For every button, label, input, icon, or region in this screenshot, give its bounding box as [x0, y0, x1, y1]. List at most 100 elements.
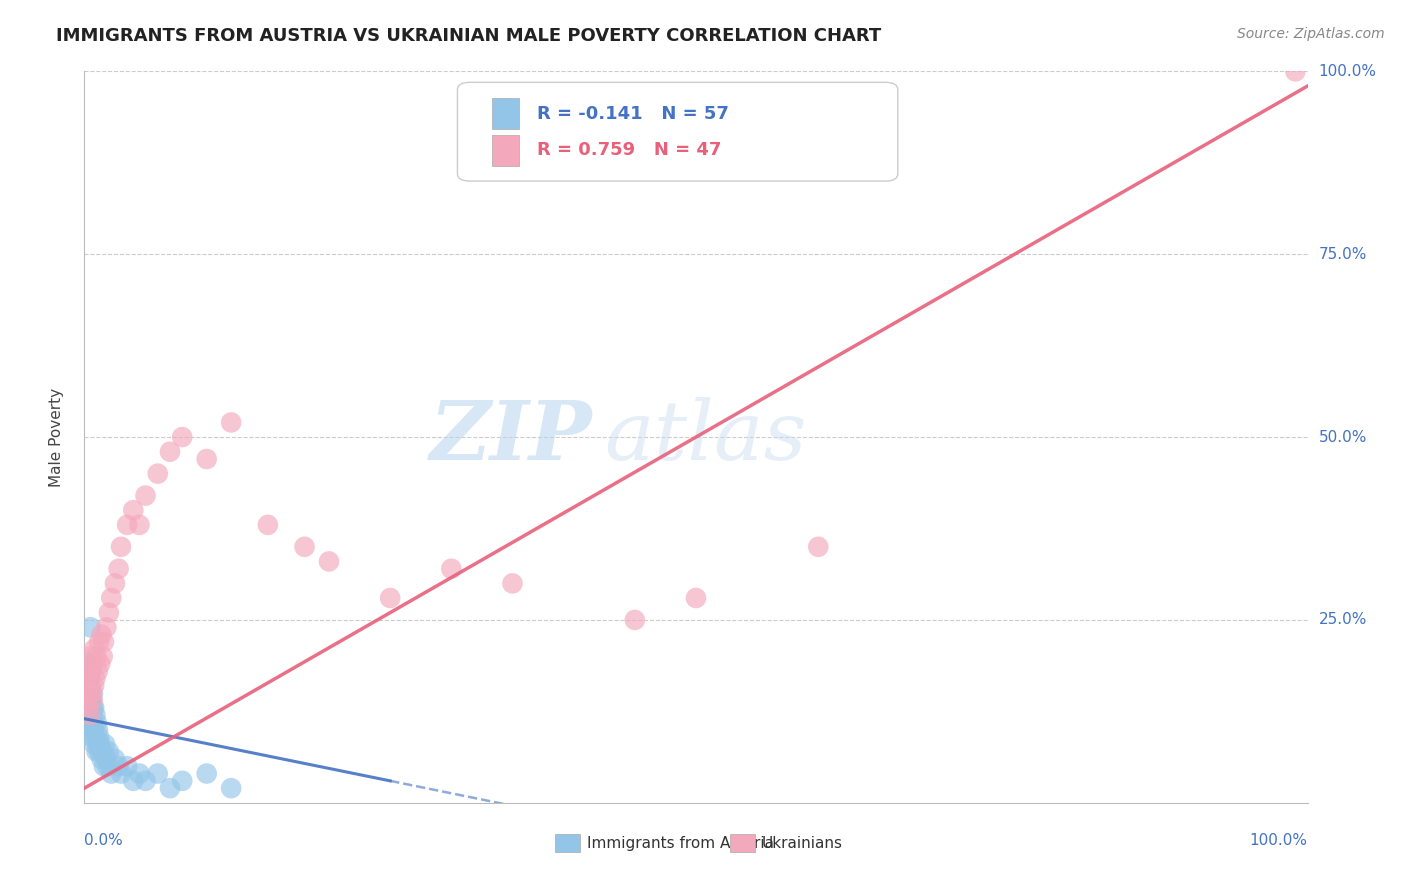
Point: [159, 781, 181, 796]
Point: [685, 591, 707, 605]
Point: [110, 766, 132, 780]
Point: [75, 693, 97, 707]
Point: [128, 517, 150, 532]
Point: [79, 700, 101, 714]
Point: [76, 686, 98, 700]
Point: [83, 700, 105, 714]
Point: [80, 693, 103, 707]
Point: [97, 759, 120, 773]
Point: [77, 686, 100, 700]
Text: atlas: atlas: [605, 397, 807, 477]
FancyBboxPatch shape: [457, 82, 898, 181]
Text: Ukrainians: Ukrainians: [762, 836, 844, 851]
Point: [91, 649, 114, 664]
Point: [122, 773, 145, 788]
Point: [146, 766, 169, 780]
Point: [83, 679, 105, 693]
Point: [89, 737, 111, 751]
Point: [82, 693, 104, 707]
Text: R = -0.141   N = 57: R = -0.141 N = 57: [537, 104, 728, 123]
Point: [115, 759, 138, 773]
Point: [257, 517, 280, 532]
Point: [87, 745, 110, 759]
Point: [122, 503, 145, 517]
Point: [79, 664, 101, 678]
Text: 50.0%: 50.0%: [1319, 430, 1367, 444]
FancyBboxPatch shape: [555, 834, 579, 852]
Point: [79, 679, 101, 693]
Point: [104, 576, 127, 591]
Point: [135, 773, 157, 788]
Text: 75.0%: 75.0%: [1319, 247, 1367, 261]
Point: [82, 700, 104, 714]
Point: [80, 708, 103, 723]
Point: [93, 759, 115, 773]
Point: [807, 540, 830, 554]
Point: [79, 620, 101, 634]
Point: [84, 730, 107, 744]
Point: [172, 430, 194, 444]
Text: 100.0%: 100.0%: [1250, 833, 1308, 848]
Point: [89, 657, 111, 671]
Point: [195, 452, 218, 467]
Point: [97, 745, 120, 759]
Point: [77, 715, 100, 730]
Text: 0.0%: 0.0%: [84, 833, 124, 848]
Point: [77, 679, 100, 693]
Point: [77, 708, 100, 723]
Point: [90, 627, 112, 641]
Point: [87, 730, 110, 744]
Point: [94, 737, 117, 751]
Point: [100, 591, 122, 605]
FancyBboxPatch shape: [730, 834, 755, 852]
Point: [90, 752, 112, 766]
FancyBboxPatch shape: [492, 135, 519, 166]
Point: [87, 635, 110, 649]
Text: Source: ZipAtlas.com: Source: ZipAtlas.com: [1237, 27, 1385, 41]
Point: [195, 766, 218, 780]
Point: [172, 773, 194, 788]
Point: [82, 715, 104, 730]
Point: [107, 759, 129, 773]
Point: [77, 672, 100, 686]
Point: [440, 562, 463, 576]
Point: [1284, 64, 1306, 78]
Point: [77, 686, 100, 700]
Point: [76, 664, 98, 678]
Point: [86, 715, 108, 730]
Point: [77, 664, 100, 678]
Point: [159, 444, 181, 458]
Point: [83, 642, 105, 657]
Point: [128, 766, 150, 780]
Point: [294, 540, 316, 554]
Point: [107, 562, 129, 576]
Point: [79, 649, 101, 664]
Text: IMMIGRANTS FROM AUSTRIA VS UKRAINIAN MALE POVERTY CORRELATION CHART: IMMIGRANTS FROM AUSTRIA VS UKRAINIAN MAL…: [56, 27, 882, 45]
Point: [80, 686, 103, 700]
Point: [76, 679, 98, 693]
Point: [110, 540, 132, 554]
Text: 25.0%: 25.0%: [1319, 613, 1367, 627]
Point: [96, 620, 118, 634]
Point: [86, 745, 108, 759]
Point: [80, 664, 103, 678]
Point: [87, 737, 110, 751]
Point: [146, 467, 169, 481]
Point: [84, 672, 107, 686]
Point: [75, 693, 97, 707]
Point: [96, 752, 118, 766]
Point: [77, 672, 100, 686]
Text: 100.0%: 100.0%: [1319, 64, 1376, 78]
Point: [82, 686, 104, 700]
Point: [135, 489, 157, 503]
Point: [624, 613, 647, 627]
Point: [219, 781, 242, 796]
Point: [91, 745, 114, 759]
Point: [79, 708, 101, 723]
FancyBboxPatch shape: [492, 98, 519, 129]
Point: [87, 664, 110, 678]
Point: [77, 700, 100, 714]
Text: ZIP: ZIP: [429, 397, 592, 477]
Point: [502, 576, 524, 591]
Point: [87, 723, 110, 737]
